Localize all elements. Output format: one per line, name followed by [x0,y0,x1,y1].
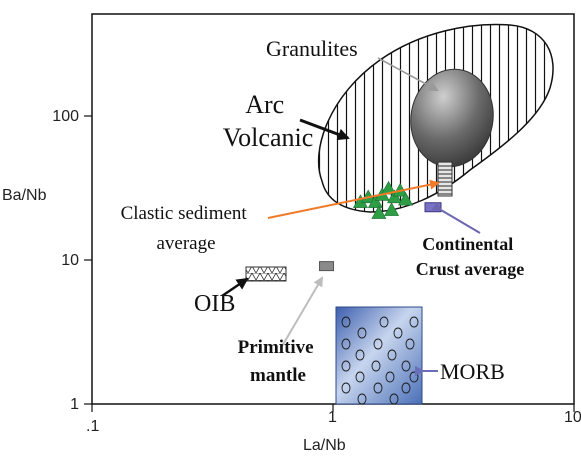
clastic-sediment-arrow [267,179,440,219]
granulites-label: Granulites [266,36,358,61]
arc-sample-triangle [371,205,387,219]
clastic-sediment-box [437,161,453,197]
arc-sample-triangle [387,189,403,204]
y-tick-label: 100 [52,108,79,125]
oib-arrow [221,277,249,298]
continental-crust-label: Continental Crust average [416,234,524,279]
x-tick-label: 10 [564,409,581,426]
morb-circle [371,360,381,372]
morb-circle [341,360,351,372]
x-axis-label: La/Nb [303,437,346,454]
clastic-sediment-label: Clastic sediment average [121,203,252,254]
morb-circles [341,316,419,405]
morb-circle [355,371,365,383]
morb-circle [341,382,351,394]
morb-circle [385,371,395,383]
morb-circle [389,393,399,405]
arc-sample-triangle [367,194,383,208]
y-tick-label: 1 [70,396,79,413]
morb-label: MORB [440,359,505,384]
morb-circle [379,316,389,328]
oib-label: OIB [194,291,235,317]
morb-circle [357,393,367,405]
arc-arrow [299,118,350,141]
continental-crust-arrow [431,201,481,234]
y-axis: 1 10 100 Ba/Nb [2,108,92,413]
morb-field [335,306,423,405]
morb-circle [373,382,383,394]
morb-circle [405,338,415,350]
granulites-arrow [377,57,439,91]
morb-circle [393,327,403,339]
continental-crust-point [424,202,442,213]
arc-sample-triangle [384,202,400,216]
morb-circle [357,327,367,339]
arc-sample-triangle [398,191,414,206]
morb-circle [401,360,411,372]
x-tick-label: 1 [328,409,337,426]
morb-circle [341,316,351,328]
morb-circle [387,349,397,361]
y-axis-label: Ba/Nb [2,187,47,204]
morb-circle [341,338,351,350]
x-tick-label: .1 [86,418,99,435]
arc-volcanic-label: Arc Volcanic [223,90,314,152]
morb-circle [401,382,411,394]
morb-circle [409,316,419,328]
primitive-mantle-arrow [280,276,324,349]
morb-circle [409,371,419,383]
morb-circle [373,338,383,350]
primitive-mantle-point [319,261,335,272]
y-tick-label: 10 [61,252,79,269]
oib-field [245,266,287,282]
x-axis: .1 1 10 La/Nb [86,404,581,454]
morb-circle [355,349,365,361]
primitive-mantle-label: Primitive mantle [238,337,319,386]
